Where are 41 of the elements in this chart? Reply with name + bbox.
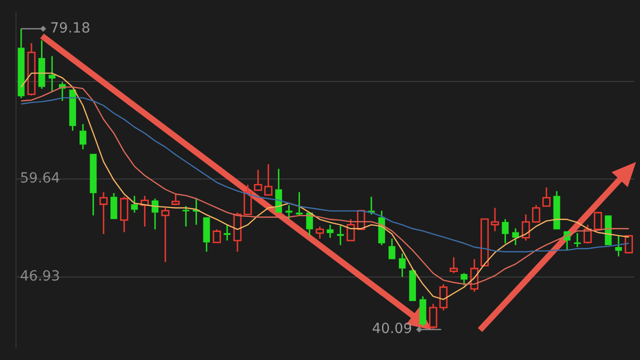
candlestick	[38, 40, 46, 90]
candlestick	[542, 186, 551, 207]
candlestick	[264, 163, 272, 196]
candlestick	[48, 55, 56, 92]
candlestick	[80, 123, 86, 150]
candlestick	[244, 184, 252, 216]
candlestick	[450, 256, 458, 274]
candlestick	[90, 154, 97, 216]
y-tick-label: 59.64	[20, 170, 60, 187]
candlestick	[296, 191, 303, 216]
candlestick	[110, 192, 118, 220]
candlestick	[152, 198, 158, 230]
candlestick	[99, 191, 108, 235]
candlestick	[490, 207, 500, 232]
candlestick	[337, 224, 344, 246]
candlestick	[502, 218, 509, 244]
candlestick	[18, 28, 25, 99]
candlestick	[419, 296, 426, 327]
candlestick	[254, 169, 262, 191]
candlestick	[161, 207, 170, 263]
candlestick	[470, 258, 478, 293]
annotation: 40.09	[372, 321, 412, 338]
candlestick	[27, 42, 36, 96]
candlestick	[512, 228, 519, 246]
candlestick	[69, 90, 76, 132]
candlestick	[574, 232, 581, 248]
candlestick	[398, 252, 406, 278]
candlestick	[553, 190, 560, 230]
candlestick	[182, 205, 190, 228]
candlestick	[233, 212, 242, 252]
candlestick	[460, 272, 468, 286]
annotation: 79.18	[50, 20, 90, 36]
candlestick	[522, 214, 530, 242]
y-tick-label: 46.93	[20, 268, 60, 285]
candlestick	[224, 224, 231, 242]
candlestick	[140, 195, 149, 228]
candlestick	[286, 204, 292, 220]
candlestick	[120, 196, 128, 233]
candlestick	[131, 195, 138, 214]
candlestick	[615, 235, 622, 258]
candlestick	[306, 212, 313, 237]
